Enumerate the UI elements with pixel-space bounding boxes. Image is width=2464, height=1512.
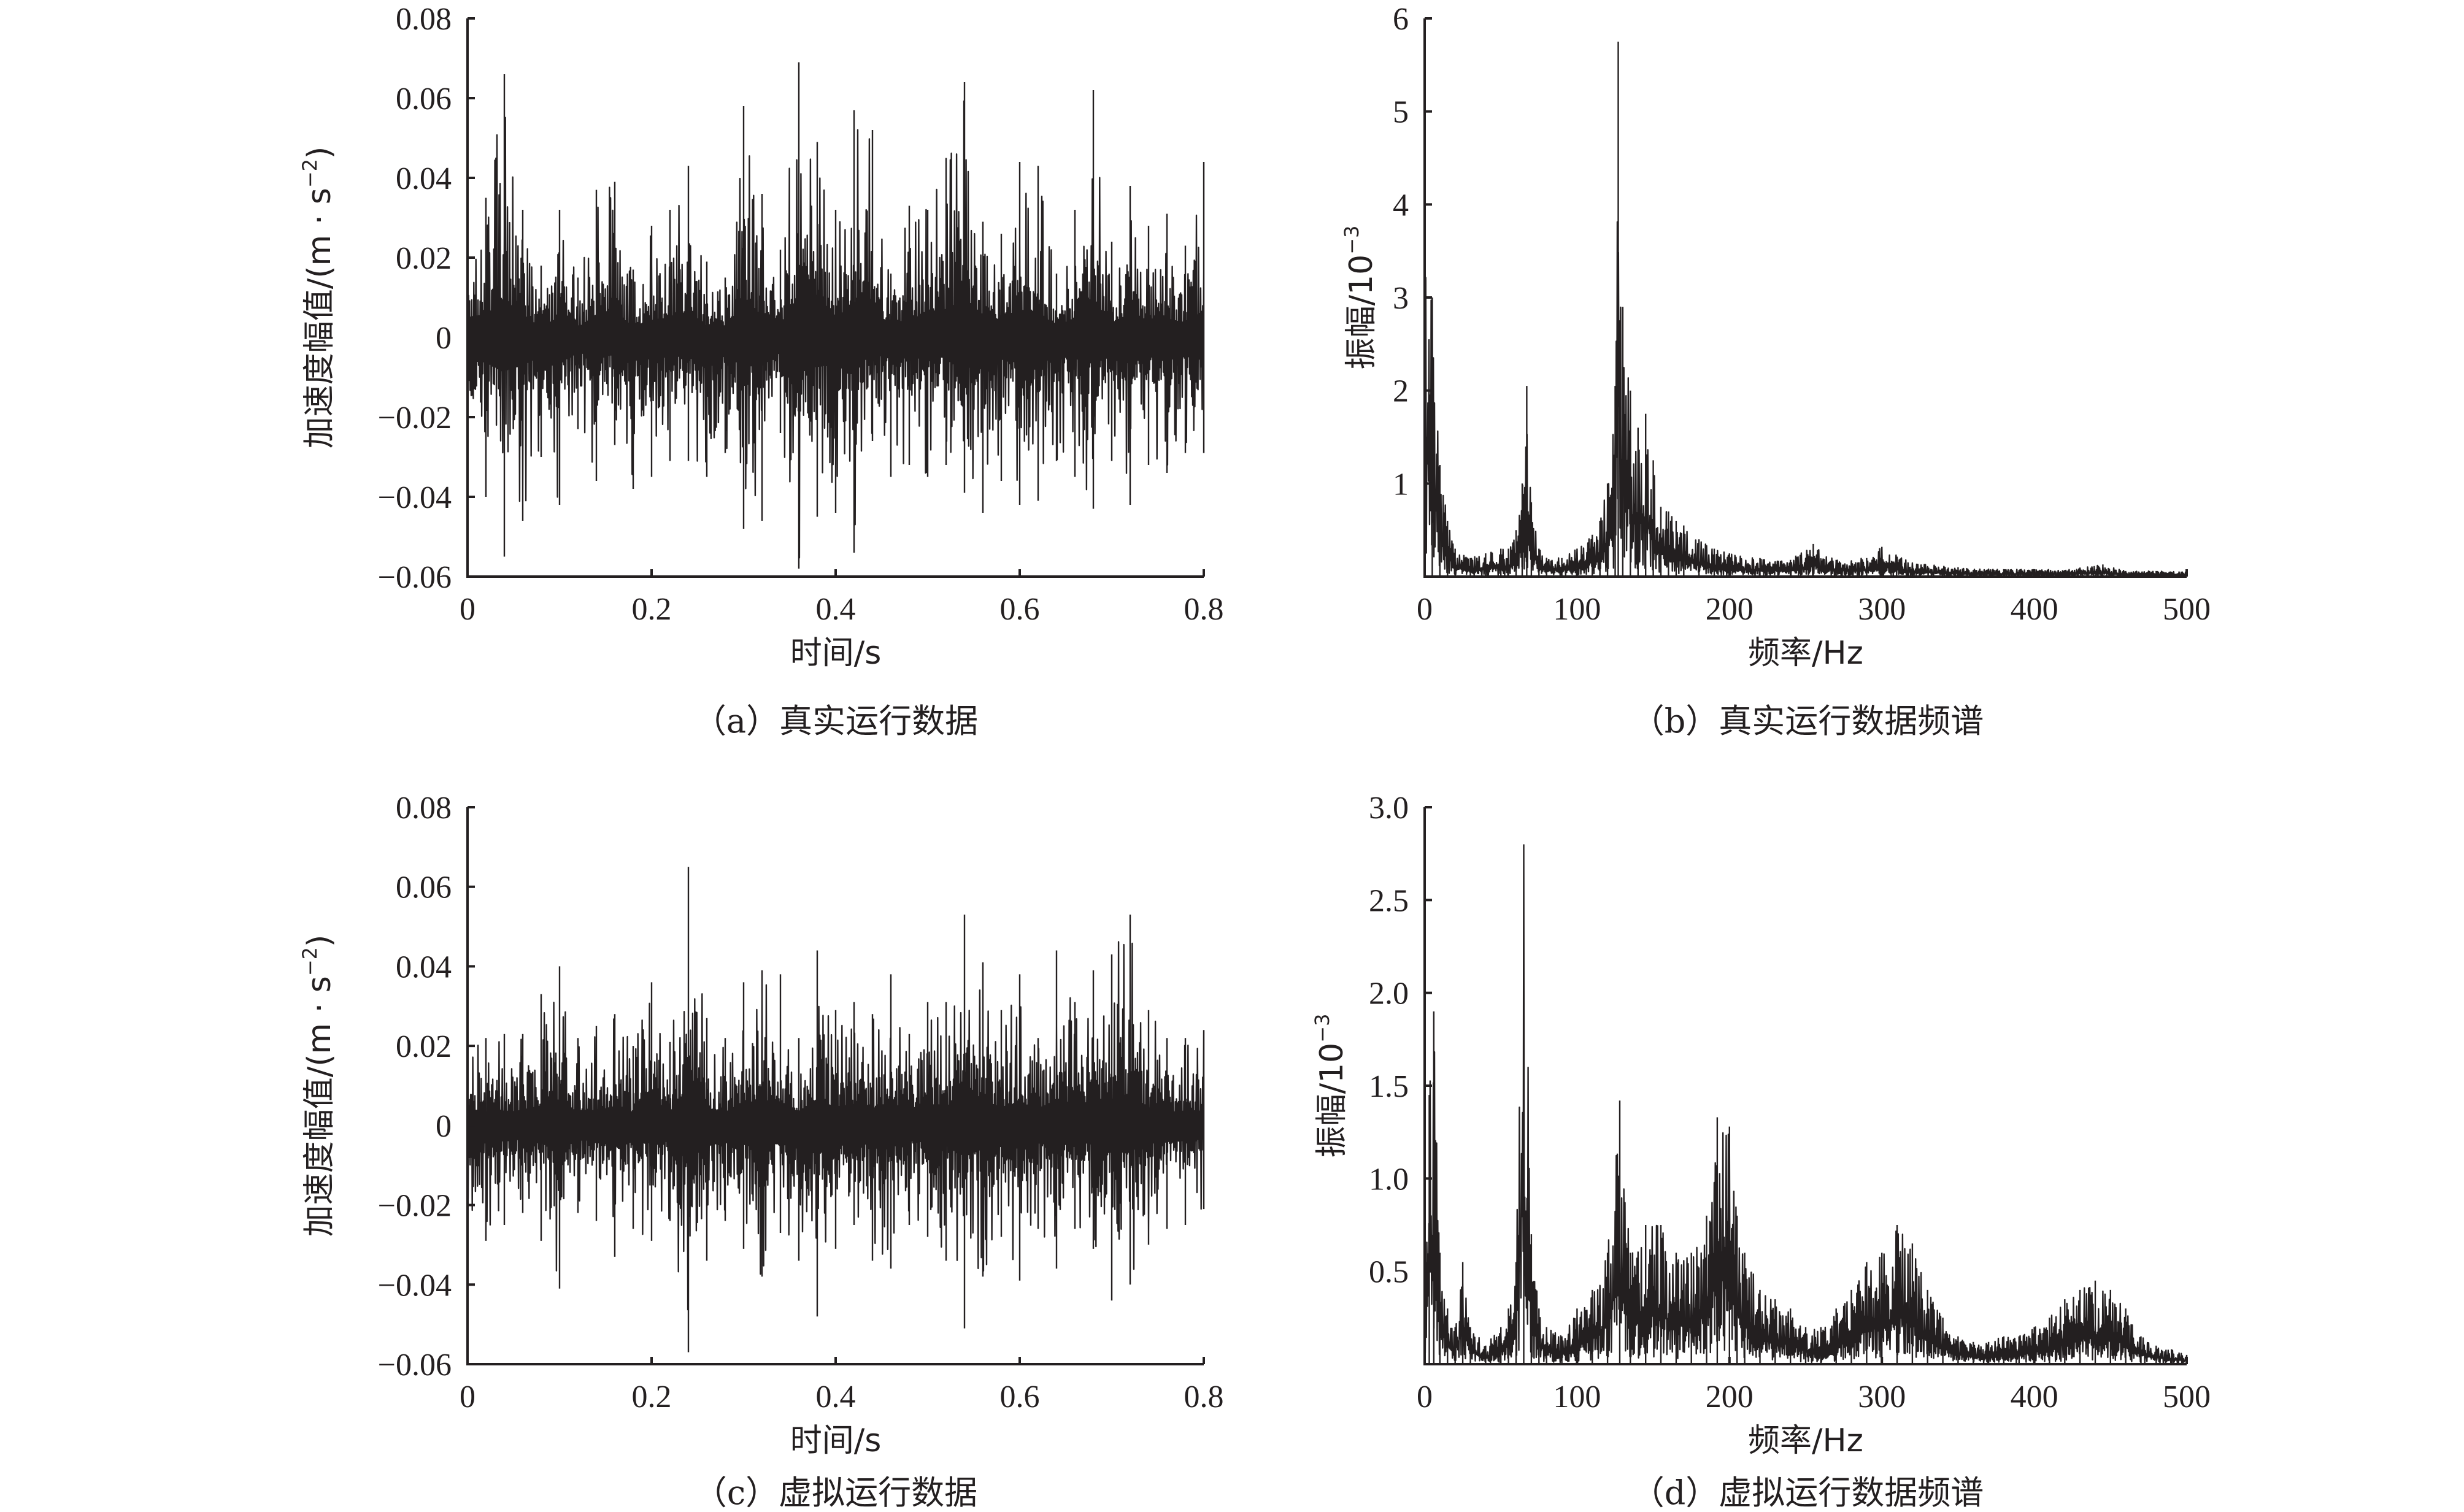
y-tick-label-a: 0 xyxy=(436,321,452,356)
y-tick-label-b: 4 xyxy=(1393,188,1409,223)
y-axis-label-a: 加速度幅值/(m · s−2) xyxy=(298,147,338,449)
x-tick-label-d: 400 xyxy=(2011,1380,2058,1414)
panel-caption-a: （a）真实运行数据 xyxy=(693,702,978,740)
x-tick-label-c: 0.2 xyxy=(632,1380,672,1414)
y-tick-label-a: 0.04 xyxy=(396,161,452,196)
y-tick-label-a: 0.02 xyxy=(396,241,452,276)
series-trace-b xyxy=(1423,41,2188,577)
x-tick-label-d: 500 xyxy=(2163,1380,2211,1414)
y-tick-label-b: 1 xyxy=(1393,467,1409,502)
panel-caption-c: （c）虚拟运行数据 xyxy=(694,1473,977,1512)
y-tick-label-a: −0.04 xyxy=(378,480,452,515)
series-trace-a xyxy=(466,62,1205,569)
y-tick-label-c: −0.06 xyxy=(378,1348,452,1383)
y-tick-label-a: −0.06 xyxy=(378,560,452,595)
x-tick-label-d: 200 xyxy=(1706,1380,1754,1414)
y-tick-label-c: 0.04 xyxy=(396,950,452,984)
x-axis-label-d: 频率/Hz xyxy=(1748,1422,1863,1459)
y-tick-label-c: 0.08 xyxy=(396,791,452,826)
x-tick-label-c: 0 xyxy=(460,1380,475,1414)
x-tick-label-d: 100 xyxy=(1553,1380,1601,1414)
y-tick-label-d: 1.5 xyxy=(1369,1069,1409,1104)
y-axis-label-d: 振幅/10−3 xyxy=(1311,1014,1350,1158)
x-axis-label-b: 频率/Hz xyxy=(1748,635,1863,672)
x-tick-label-a: 0.6 xyxy=(1000,592,1040,627)
y-tick-label-b: 2 xyxy=(1393,374,1409,409)
x-tick-label-a: 0.4 xyxy=(816,592,856,627)
chart-panel-b: 0 100 200 300 400 500 1 2 3 4 5 6 频率/Hz 振幅/10−3 （b）真实运… xyxy=(1340,2,2211,740)
y-tick-label-a: 0.06 xyxy=(396,82,452,117)
y-tick-label-c: 0.06 xyxy=(396,870,452,905)
x-axis-label-c: 时间/s xyxy=(790,1422,882,1459)
x-tick-label-a: 0 xyxy=(460,592,475,627)
series-trace-c xyxy=(466,867,1205,1353)
chart-panel-c: 0 0.2 0.4 0.6 0.8 −0.06 −0.04 −0.02 0 0.02 0.04 0.0… xyxy=(298,791,1224,1512)
panel-caption-b: （b）真实运行数据频谱 xyxy=(1631,702,1984,740)
x-axis-label-a: 时间/s xyxy=(790,635,882,672)
y-tick-label-d: 1.0 xyxy=(1369,1162,1409,1197)
x-tick-label-c: 0.6 xyxy=(1000,1380,1040,1414)
y-tick-label-b: 6 xyxy=(1393,2,1409,37)
axis-frame-d xyxy=(1423,807,2187,1365)
y-tick-label-d: 2.0 xyxy=(1369,977,1409,1011)
x-tick-label-c: 0.8 xyxy=(1184,1380,1224,1414)
y-tick-label-c: 0 xyxy=(436,1109,452,1144)
x-tick-label-d: 300 xyxy=(1858,1380,1906,1414)
y-tick-label-d: 0.5 xyxy=(1369,1255,1409,1290)
panel-caption-d: （d）虚拟运行数据频谱 xyxy=(1631,1473,1984,1512)
y-axis-label-c: 加速度幅值/(m · s−2) xyxy=(298,935,338,1237)
x-tick-label-a: 0.8 xyxy=(1184,592,1224,627)
y-tick-label-b: 5 xyxy=(1393,95,1409,130)
axis-frame-b xyxy=(1423,18,2187,578)
y-tick-label-c: −0.04 xyxy=(378,1268,452,1303)
series-trace-d xyxy=(1423,844,2188,1365)
y-tick-label-a: −0.02 xyxy=(378,401,452,436)
x-tick-label-d: 0 xyxy=(1417,1380,1433,1414)
y-tick-label-c: −0.02 xyxy=(378,1189,452,1224)
x-tick-label-b: 100 xyxy=(1553,592,1601,627)
y-tick-label-d: 3.0 xyxy=(1369,791,1409,826)
y-tick-label-c: 0.02 xyxy=(396,1029,452,1064)
y-tick-label-a: 0.08 xyxy=(396,2,452,37)
y-tick-label-d: 2.5 xyxy=(1369,883,1409,918)
y-axis-label-b: 振幅/10−3 xyxy=(1340,226,1380,370)
x-tick-label-b: 400 xyxy=(2011,592,2058,627)
x-tick-label-b: 0 xyxy=(1417,592,1433,627)
y-tick-label-b: 3 xyxy=(1393,281,1409,316)
chart-panel-a: 0 0.2 0.4 0.6 0.8 −0.06 −0.04 −0.02 0 0.02 0.04 0.0… xyxy=(298,2,1224,740)
x-tick-label-b: 500 xyxy=(2163,592,2211,627)
x-tick-label-b: 300 xyxy=(1858,592,1906,627)
x-tick-label-c: 0.4 xyxy=(816,1380,856,1414)
chart-panel-d: 0 100 200 300 400 500 0.5 1.0 1.5 2.0 2.5 3.0 频率/Hz 振… xyxy=(1311,791,2211,1512)
x-tick-label-b: 200 xyxy=(1706,592,1754,627)
x-tick-label-a: 0.2 xyxy=(632,592,672,627)
